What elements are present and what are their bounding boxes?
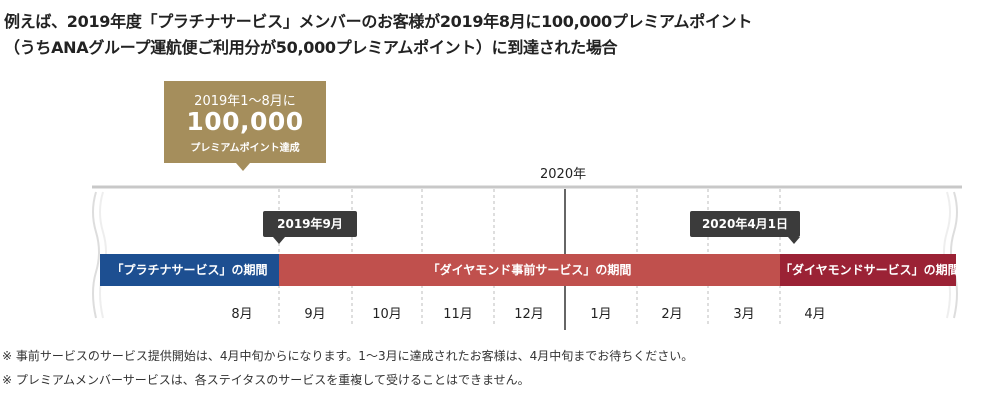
month-label: 8月 <box>231 307 253 322</box>
month-label: 1月 <box>590 307 612 322</box>
achievement-period: 2019年1～8月に <box>194 94 296 109</box>
month-label: 10月 <box>372 307 402 322</box>
month-label: 2月 <box>661 307 683 322</box>
right-torn-edge-inner <box>943 191 951 319</box>
note-2: ※ プレミアムメンバーサービスは、各ステイタスのサービスを重複して受けることはで… <box>2 373 530 387</box>
platinum-period-bar: 「プラチナサービス」の期間 <box>100 254 279 286</box>
left-torn-edge-inner <box>99 191 107 319</box>
marker-apr-2020-pointer <box>788 237 800 244</box>
year-label: 2020年 <box>540 167 587 182</box>
note-1: ※ 事前サービスのサービス提供開始は、4月中旬からになります。1～3月に達成され… <box>2 349 694 363</box>
heading-line-1: 例えば、2019年度「プラチナサービス」メンバーのお客様が2019年8月に100… <box>4 12 753 31</box>
achievement-value: 100,000 <box>186 107 304 136</box>
month-label: 9月 <box>304 307 326 322</box>
diamond-service-bar: 「ダイヤモンドサービス」の期間 <box>780 254 960 286</box>
marker-sep-2019: 2019年9月 <box>263 211 357 237</box>
marker-sep-2019-pointer <box>273 237 285 244</box>
achievement-unit: プレミアムポイント達成 <box>190 143 300 154</box>
month-label: 11月 <box>443 307 473 322</box>
month-label: 3月 <box>733 307 755 322</box>
achievement-callout: 2019年1～8月に 100,000 プレミアムポイント達成 <box>164 81 326 163</box>
right-torn-edge <box>950 191 958 319</box>
month-label: 4月 <box>804 307 826 322</box>
achievement-pointer <box>236 163 250 171</box>
month-label: 12月 <box>514 307 544 322</box>
left-torn-edge <box>92 191 100 319</box>
diamond-pre-service-bar: 「ダイヤモンド事前サービス」の期間 <box>279 254 780 286</box>
marker-apr-2020: 2020年4月1日 <box>690 211 800 237</box>
heading-line-2: （うちANAグループ運航便ご利用分が50,000プレミアムポイント）に到達された… <box>4 38 618 57</box>
